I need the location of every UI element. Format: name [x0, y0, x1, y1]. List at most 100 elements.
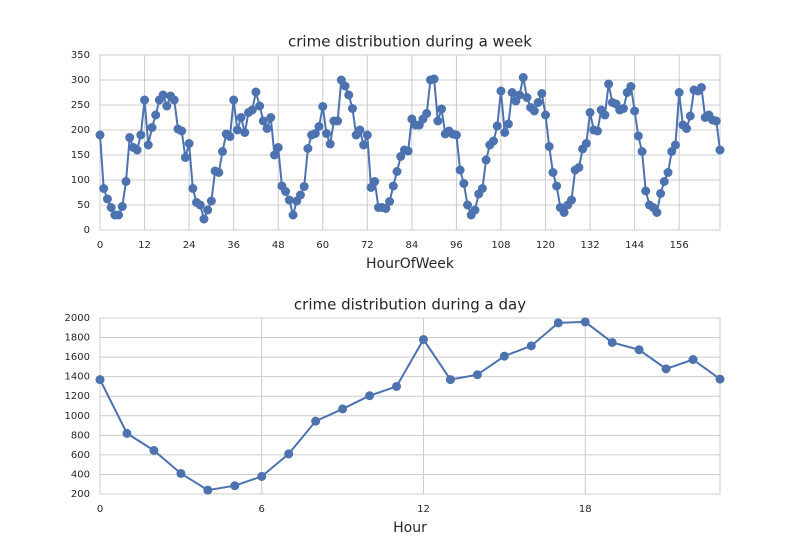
point [711, 116, 721, 126]
point [674, 88, 684, 97]
x-tick-label: 0 [97, 504, 103, 515]
point [258, 116, 268, 126]
y-tick-label: 100 [71, 175, 90, 186]
point [114, 210, 124, 220]
point [552, 181, 562, 191]
point [592, 126, 602, 136]
point [125, 133, 135, 142]
point [195, 200, 205, 210]
point [99, 184, 109, 193]
x-tick-label: 96 [450, 240, 463, 251]
point [359, 140, 369, 150]
point [299, 182, 309, 191]
x-tick-label: 0 [97, 240, 103, 251]
point [203, 205, 213, 215]
point [670, 140, 680, 150]
point [117, 202, 127, 211]
point [637, 147, 647, 156]
point [102, 194, 112, 204]
point [529, 106, 539, 116]
x-axis-label: HourOfWeek [366, 256, 455, 272]
y-tick-label: 1600 [65, 352, 90, 363]
point [340, 81, 350, 91]
point [630, 106, 640, 116]
point [295, 190, 305, 200]
point [385, 197, 395, 206]
point [355, 125, 365, 135]
y-tick-label: 1800 [65, 333, 90, 344]
point [585, 108, 595, 117]
point [203, 485, 213, 495]
point [566, 195, 576, 205]
point [218, 147, 228, 156]
point [626, 82, 636, 91]
x-tick-label: 120 [536, 240, 555, 251]
point [489, 136, 499, 146]
point [518, 73, 528, 82]
point [333, 116, 343, 126]
point [347, 104, 357, 113]
point [257, 471, 267, 481]
point [663, 168, 673, 177]
point [136, 130, 146, 140]
point [507, 88, 517, 97]
point [541, 110, 551, 120]
point [634, 345, 644, 355]
x-tick-label: 48 [272, 240, 285, 251]
point [206, 196, 216, 206]
point [656, 189, 666, 198]
point [503, 119, 513, 129]
y-tick-label: 1200 [65, 391, 90, 402]
point [180, 153, 190, 162]
point [477, 184, 487, 193]
y-tick-label: 50 [77, 200, 90, 211]
point [240, 128, 250, 137]
point [492, 121, 502, 131]
point [418, 335, 428, 345]
point [470, 205, 480, 215]
x-tick-label: 156 [670, 240, 689, 251]
point [652, 208, 662, 217]
point [574, 163, 584, 172]
point [422, 109, 432, 118]
point [214, 168, 224, 177]
chart-title: crime distribution during a day [294, 296, 526, 314]
point [544, 142, 554, 151]
plot-area [99, 317, 721, 495]
point [122, 428, 132, 438]
point [526, 341, 536, 351]
point [147, 123, 157, 132]
point [481, 155, 491, 165]
point [682, 124, 692, 133]
point [537, 89, 547, 98]
y-tick-label: 300 [71, 75, 90, 86]
point [140, 95, 150, 105]
point [388, 181, 398, 191]
point [132, 145, 142, 155]
x-tick-label: 6 [259, 504, 265, 515]
point [311, 416, 321, 426]
point [445, 375, 455, 385]
y-tick-label: 1400 [65, 372, 90, 383]
point [303, 144, 313, 153]
x-tick-label: 18 [579, 504, 592, 515]
point [641, 186, 651, 196]
point [325, 139, 335, 149]
y-tick-label: 2000 [65, 313, 90, 324]
point [121, 177, 131, 186]
point [522, 93, 532, 102]
point [314, 122, 324, 131]
point [284, 449, 294, 459]
x-tick-label: 132 [581, 240, 600, 251]
point [659, 177, 669, 186]
point [232, 125, 242, 135]
point [499, 351, 509, 361]
x-tick-label: 108 [491, 240, 510, 251]
point [149, 445, 159, 455]
point [600, 110, 610, 120]
point [365, 391, 375, 401]
y-tick-label: 1000 [65, 411, 90, 422]
point [229, 95, 239, 105]
point [451, 130, 461, 140]
chart-title: crime distribution during a week [288, 33, 532, 51]
